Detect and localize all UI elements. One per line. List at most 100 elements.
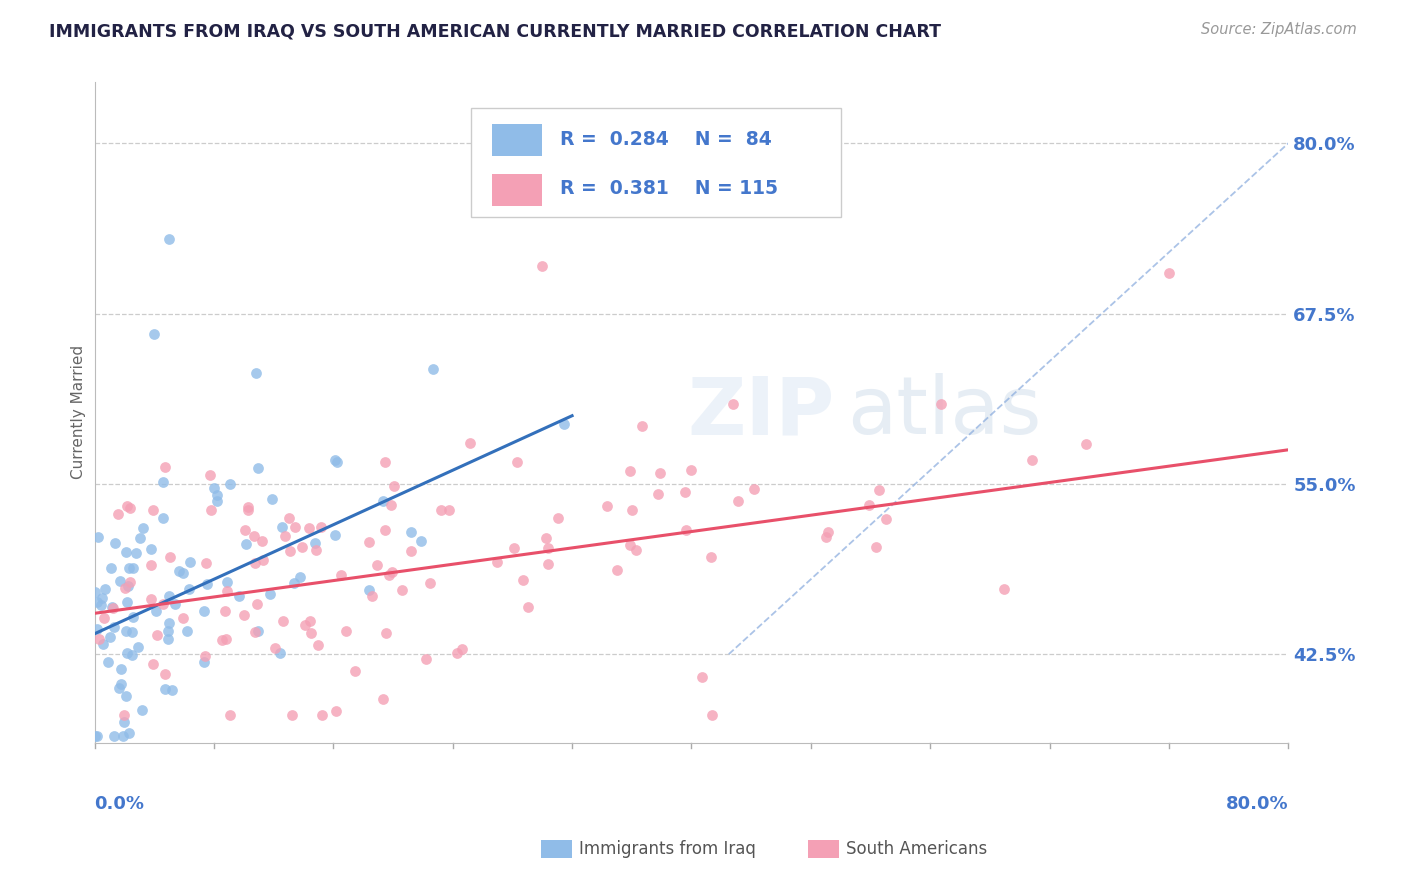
Point xyxy=(875,512,897,526)
Point xyxy=(163,597,186,611)
Point xyxy=(536,531,558,545)
FancyBboxPatch shape xyxy=(492,175,543,206)
Point xyxy=(245,366,267,380)
Point xyxy=(269,646,291,660)
Point xyxy=(110,677,132,691)
Point xyxy=(121,624,143,639)
Point xyxy=(101,599,124,614)
Text: 80.0%: 80.0% xyxy=(1226,795,1288,813)
Point xyxy=(294,618,316,632)
Point xyxy=(458,436,481,450)
Point xyxy=(159,550,181,565)
Point xyxy=(142,657,165,671)
Point xyxy=(429,502,451,516)
Point xyxy=(121,648,143,662)
Point xyxy=(596,499,619,513)
Point xyxy=(86,729,108,743)
Point xyxy=(129,531,152,545)
Text: Immigrants from Iraq: Immigrants from Iraq xyxy=(579,840,756,858)
Point xyxy=(858,498,880,512)
Point xyxy=(90,591,112,605)
Point xyxy=(486,555,509,569)
Point xyxy=(228,589,250,603)
Point xyxy=(157,589,180,603)
Point xyxy=(325,453,347,467)
Point xyxy=(118,575,141,590)
Point xyxy=(122,561,145,575)
Point xyxy=(132,520,155,534)
Point xyxy=(112,729,135,743)
Point xyxy=(311,708,333,723)
Point xyxy=(506,455,529,469)
Point xyxy=(125,547,148,561)
Point xyxy=(94,582,117,597)
Point xyxy=(537,541,560,555)
Point xyxy=(288,570,311,584)
Point xyxy=(271,614,294,628)
Point xyxy=(357,583,380,598)
Point xyxy=(377,568,399,582)
Point xyxy=(115,624,138,639)
Point xyxy=(323,528,346,542)
Point xyxy=(647,486,669,500)
Point xyxy=(172,566,194,581)
Point xyxy=(143,326,166,341)
Point xyxy=(512,573,534,587)
Point xyxy=(200,503,222,517)
Point xyxy=(117,579,139,593)
Point xyxy=(152,511,174,525)
FancyBboxPatch shape xyxy=(471,108,841,218)
Text: ZIP: ZIP xyxy=(688,374,835,451)
Point xyxy=(233,608,256,623)
Point xyxy=(145,604,167,618)
Point xyxy=(219,476,242,491)
Point xyxy=(727,494,749,508)
Point xyxy=(122,610,145,624)
Point xyxy=(152,475,174,489)
Point xyxy=(366,558,388,572)
Point xyxy=(446,646,468,660)
Point xyxy=(156,624,179,638)
Point xyxy=(157,231,180,245)
Point xyxy=(156,632,179,646)
Point xyxy=(139,541,162,556)
Point xyxy=(217,574,239,589)
Point xyxy=(195,576,218,591)
Point xyxy=(195,556,218,570)
Text: South Americans: South Americans xyxy=(846,840,987,858)
Point xyxy=(381,566,404,580)
Point xyxy=(115,500,138,514)
Point xyxy=(179,582,201,597)
Point xyxy=(245,625,267,640)
Point xyxy=(179,555,201,569)
Point xyxy=(537,557,560,571)
Point xyxy=(700,550,723,565)
Point xyxy=(993,582,1015,596)
Point xyxy=(205,487,228,501)
Point xyxy=(120,500,142,515)
Point xyxy=(361,590,384,604)
Point xyxy=(681,463,703,477)
Point xyxy=(1157,266,1180,280)
Point xyxy=(702,707,724,722)
Text: IMMIGRANTS FROM IRAQ VS SOUTH AMERICAN CURRENTLY MARRIED CORRELATION CHART: IMMIGRANTS FROM IRAQ VS SOUTH AMERICAN C… xyxy=(49,22,941,40)
Text: R =  0.381    N = 115: R = 0.381 N = 115 xyxy=(560,179,778,198)
Point xyxy=(246,597,269,611)
Point xyxy=(374,523,396,537)
Point xyxy=(648,466,671,480)
Point xyxy=(194,648,217,663)
Point xyxy=(86,622,108,636)
Point xyxy=(371,691,394,706)
Point xyxy=(373,455,395,469)
Point xyxy=(205,494,228,508)
Point xyxy=(108,681,131,695)
Point xyxy=(215,584,238,599)
Point xyxy=(110,662,132,676)
Point xyxy=(139,592,162,607)
Point xyxy=(817,525,839,540)
Point xyxy=(250,533,273,548)
Point xyxy=(620,503,643,517)
Point xyxy=(619,464,641,478)
Point xyxy=(1076,437,1098,451)
Point xyxy=(451,641,474,656)
